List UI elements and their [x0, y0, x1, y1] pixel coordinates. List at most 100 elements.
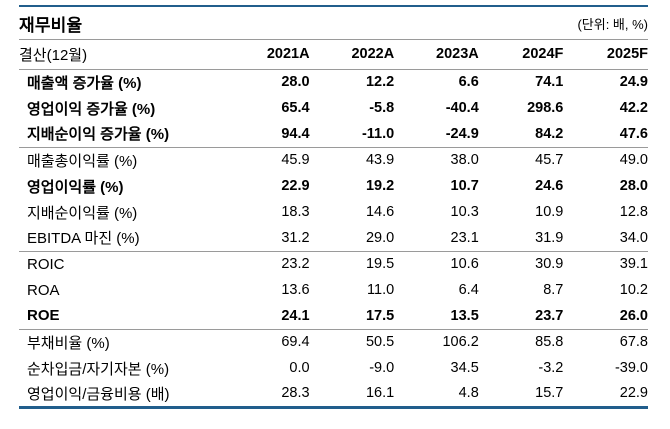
value-cell: 30.9	[535, 256, 564, 273]
row-label: 순차입금/자기자본 (%)	[27, 360, 170, 378]
table-body: 매출액 증가율 (%) 28.0 12.2 6.6 74.1 24.9 영업이익 증가율 (…	[19, 69, 648, 407]
financial-ratios-panel: 재무비율 (단위: 배, %) 결산(12월) 2021A 2022A 2023A 2…	[19, 5, 648, 409]
row-label: EBITDA 마진 (%)	[27, 230, 140, 248]
value-cell: 106.2	[442, 334, 479, 351]
row-label: 영업이익률 (%)	[27, 178, 124, 196]
value-cell: 19.5	[365, 256, 395, 273]
value-cell: 45.7	[535, 152, 564, 169]
value-cell: -11.0	[361, 125, 395, 142]
value-cell: -24.9	[445, 125, 479, 142]
value-cell: 10.3	[450, 204, 479, 220]
value-cell: 39.1	[619, 256, 648, 273]
value-cell: 23.2	[281, 256, 310, 273]
table-row: 매출액 증가율 (%) 28.0 12.2 6.6 74.1 24.9	[19, 69, 648, 95]
value-cell: 74.1	[535, 74, 564, 91]
value-cell: 24.1	[281, 307, 310, 324]
value-cell: 49.0	[619, 152, 648, 169]
row-label: 영업이익 증가율 (%)	[27, 100, 156, 118]
column-header-year: 2025F	[606, 46, 648, 63]
value-cell: 84.2	[535, 125, 564, 142]
table-row: 매출총이익률 (%) 45.9 43.9 38.0 45.7 49.0	[19, 147, 648, 173]
row-label: 지배순이익률 (%)	[27, 204, 138, 222]
value-cell: -39.0	[614, 360, 648, 376]
value-cell: 298.6	[527, 100, 564, 116]
value-cell: 28.3	[281, 385, 310, 402]
table-row: 영업이익 증가율 (%) 65.4 -5.8 -40.4 298.6 42.2	[19, 95, 648, 121]
value-cell: 6.4	[458, 282, 479, 298]
value-cell: 34.5	[450, 360, 479, 376]
table-row: 영업이익률 (%) 22.9 19.2 10.7 24.6 28.0	[19, 173, 648, 199]
table-row: ROA 13.6 11.0 6.4 8.7 10.2	[19, 277, 648, 303]
value-cell: 12.2	[365, 74, 395, 91]
financial-ratios-table: 결산(12월) 2021A 2022A 2023A 2024F 2025F 매출액 증가…	[19, 40, 648, 409]
value-cell: 12.8	[619, 204, 648, 220]
value-cell: 22.9	[619, 385, 648, 402]
row-label: 영업이익/금융비용 (배)	[27, 385, 170, 403]
value-cell: 85.8	[535, 334, 564, 351]
value-cell: 28.0	[619, 178, 648, 194]
table-row: 부채비율 (%) 69.4 50.5 106.2 85.8 67.8	[19, 329, 648, 355]
value-cell: 28.0	[281, 74, 310, 91]
value-cell: 29.0	[365, 229, 395, 246]
row-label: 지배순이익 증가율 (%)	[27, 126, 170, 144]
value-cell: 50.5	[365, 334, 395, 351]
value-cell: 38.0	[450, 152, 479, 169]
row-label: ROE	[27, 307, 60, 325]
value-cell: 16.1	[365, 385, 395, 402]
value-cell: 67.8	[619, 334, 648, 351]
value-cell: 19.2	[365, 178, 395, 194]
table-row: EBITDA 마진 (%) 31.2 29.0 23.1 31.9 34.0	[19, 225, 648, 251]
value-cell: 18.3	[281, 204, 310, 220]
value-cell: 6.6	[458, 74, 479, 91]
value-cell: 34.0	[619, 229, 648, 246]
value-cell: 0.0	[289, 360, 310, 376]
value-cell: 10.2	[619, 282, 648, 298]
value-cell: 13.5	[450, 307, 479, 324]
table-row: 지배순이익률 (%) 18.3 14.6 10.3 10.9 12.8	[19, 199, 648, 225]
row-label: ROIC	[27, 255, 65, 273]
table-row: 영업이익/금융비용 (배) 28.3 16.1 4.8 15.7 22.9	[19, 381, 648, 407]
table-row: 지배순이익 증가율 (%) 94.4 -11.0 -24.9 84.2 47.6	[19, 121, 648, 147]
value-cell: -9.0	[369, 360, 395, 376]
value-cell: 15.7	[535, 385, 564, 402]
column-header-year: 2022A	[351, 46, 395, 63]
value-cell: 8.7	[543, 282, 564, 298]
value-cell: 22.9	[281, 178, 310, 194]
column-header-year: 2024F	[522, 46, 564, 63]
value-cell: 10.9	[535, 204, 564, 220]
value-cell: -5.8	[369, 100, 395, 116]
value-cell: 94.4	[281, 125, 310, 142]
value-cell: 10.6	[450, 256, 479, 273]
value-cell: 14.6	[365, 204, 395, 220]
value-cell: 43.9	[365, 152, 395, 169]
value-cell: 17.5	[365, 307, 395, 324]
value-cell: 26.0	[619, 307, 648, 324]
panel-title-row: 재무비율 (단위: 배, %)	[19, 7, 648, 40]
value-cell: -40.4	[445, 100, 479, 116]
value-cell: 45.9	[281, 152, 310, 169]
row-label: 매출액 증가율 (%)	[27, 74, 142, 92]
value-cell: 31.9	[535, 229, 564, 246]
value-cell: 65.4	[281, 100, 310, 116]
section-title: 재무비율	[19, 15, 83, 35]
value-cell: 42.2	[619, 100, 648, 116]
column-header-fiscal: 결산(12월)	[19, 46, 88, 64]
value-cell: 11.0	[367, 282, 395, 298]
table-row: 순차입금/자기자본 (%) 0.0 -9.0 34.5 -3.2 -39.0	[19, 355, 648, 381]
value-cell: -3.2	[538, 360, 564, 376]
value-cell: 24.9	[619, 74, 648, 91]
value-cell: 4.8	[458, 385, 479, 402]
table-header-row: 결산(12월) 2021A 2022A 2023A 2024F 2025F	[19, 40, 648, 69]
column-header-year: 2023A	[436, 46, 479, 63]
value-cell: 10.7	[450, 178, 479, 194]
value-cell: 24.6	[535, 178, 564, 194]
value-cell: 47.6	[619, 125, 648, 142]
unit-note: (단위: 배, %)	[577, 16, 648, 32]
row-label: 매출총이익률 (%)	[27, 152, 138, 170]
value-cell: 23.1	[450, 229, 479, 246]
value-cell: 31.2	[281, 229, 310, 246]
value-cell: 23.7	[535, 307, 564, 324]
column-header-year: 2021A	[266, 46, 310, 63]
table-row: ROIC 23.2 19.5 10.6 30.9 39.1	[19, 251, 648, 277]
row-label: ROA	[27, 281, 60, 299]
